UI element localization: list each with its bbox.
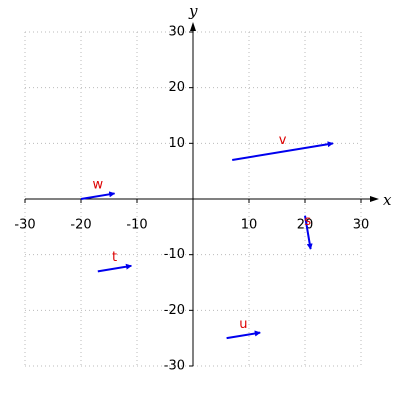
vector-label: t bbox=[112, 250, 117, 265]
y-axis-arrow bbox=[190, 22, 196, 31]
x-axis-title: x bbox=[383, 191, 392, 209]
x-tick-label: 10 bbox=[241, 218, 258, 233]
vector-arrow bbox=[232, 141, 334, 162]
vector-arrow bbox=[304, 215, 313, 250]
vector-arrow bbox=[80, 191, 116, 200]
vector-arrow bbox=[97, 263, 132, 273]
x-tick-label: -30 bbox=[14, 218, 35, 233]
y-tick-label: 30 bbox=[168, 25, 185, 40]
vector-arrow bbox=[226, 330, 261, 340]
y-axis-title: y bbox=[188, 2, 198, 20]
vector-label: s bbox=[304, 214, 311, 229]
x-tick-label: 20 bbox=[297, 218, 314, 233]
y-tick-label: 20 bbox=[168, 80, 185, 95]
x-axis-arrow bbox=[370, 196, 379, 202]
x-tick-label: -20 bbox=[70, 218, 91, 233]
y-tick-label: -20 bbox=[164, 303, 185, 318]
y-tick-label: -10 bbox=[164, 247, 185, 262]
vector-label: v bbox=[279, 133, 287, 148]
x-tick-label: -10 bbox=[126, 218, 147, 233]
plot: x y -30 -20 -10 10 20 30 -30 -20 -10 10 20 30 v w t u s bbox=[14, 2, 392, 374]
vector-label: u bbox=[239, 317, 247, 332]
y-tick-label: -30 bbox=[164, 359, 185, 374]
vector-label: w bbox=[92, 178, 103, 193]
y-tick-label: 10 bbox=[168, 136, 185, 151]
x-tick-label: 30 bbox=[353, 218, 370, 233]
